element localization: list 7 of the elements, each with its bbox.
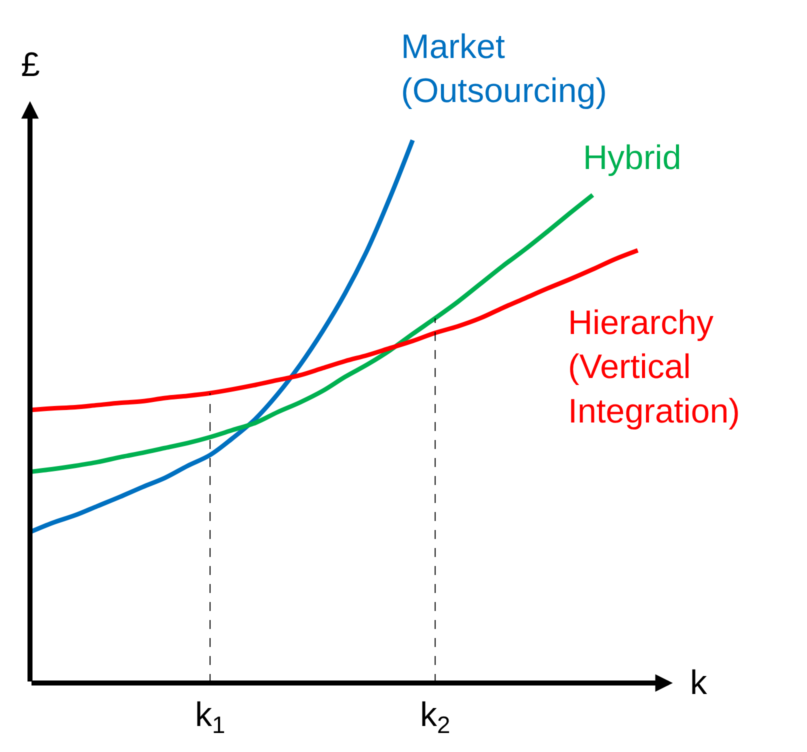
x-tick-label: k$_{2}$ — [420, 696, 450, 740]
series-label: Hierarchy (Vertical Integration) — [568, 304, 740, 430]
series-label: Hybrid — [583, 139, 682, 177]
x-tick-label: k$_{1}$ — [194, 696, 226, 740]
y-axis-title: £ — [21, 46, 40, 84]
series-label: Market (Outsourcing) — [401, 28, 607, 110]
x-axis-title: k — [690, 664, 708, 702]
